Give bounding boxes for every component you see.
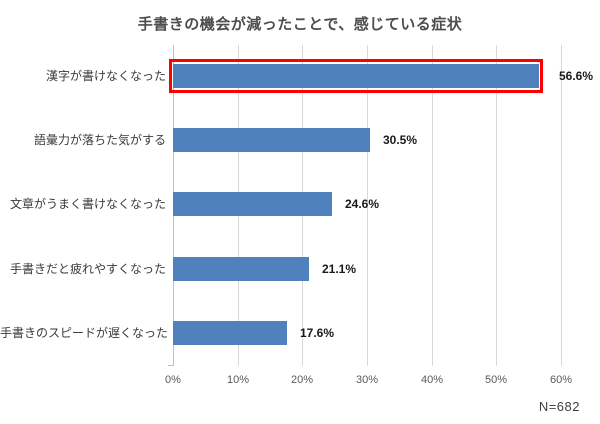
gridline	[432, 45, 433, 366]
category-label: 漢字が書けなくなった	[45, 69, 166, 83]
value-label: 24.6%	[345, 197, 380, 211]
x-tick-label: 40%	[420, 374, 444, 386]
bar	[173, 128, 370, 152]
category-label: 語彙力が落ちた気がする	[33, 133, 166, 147]
x-tick-label: 20%	[290, 374, 314, 386]
chart-title: 手書きの機会が減ったことで、感じている症状	[137, 16, 463, 33]
x-tick-label: 10%	[226, 374, 250, 386]
value-label: 21.1%	[322, 262, 357, 276]
bar	[173, 321, 287, 345]
category-label: 手書きだと疲れやすくなった	[9, 262, 166, 276]
x-tick-label: 0%	[165, 374, 181, 386]
sample-size-label: N=682	[538, 399, 580, 414]
axis-tick	[168, 365, 174, 366]
gridline	[367, 45, 368, 366]
highlight-border	[169, 59, 543, 93]
bar	[173, 192, 332, 216]
plot-area: 56.6% 30.5% 24.6% 21.1% 17.6%	[168, 45, 593, 366]
bar	[173, 64, 539, 88]
category-label: 文章がうまく書けなくなった	[9, 197, 166, 211]
gridline	[561, 45, 562, 366]
value-label: 30.5%	[383, 133, 418, 147]
gridline	[496, 45, 497, 366]
category-label: 手書きのスピードが遅くなった	[0, 326, 169, 340]
value-label: 56.6%	[559, 69, 594, 83]
value-label: 17.6%	[300, 326, 335, 340]
x-tick-label: 60%	[549, 374, 573, 386]
x-tick-label: 50%	[484, 374, 508, 386]
bar	[173, 257, 309, 281]
x-tick-label: 30%	[355, 374, 379, 386]
